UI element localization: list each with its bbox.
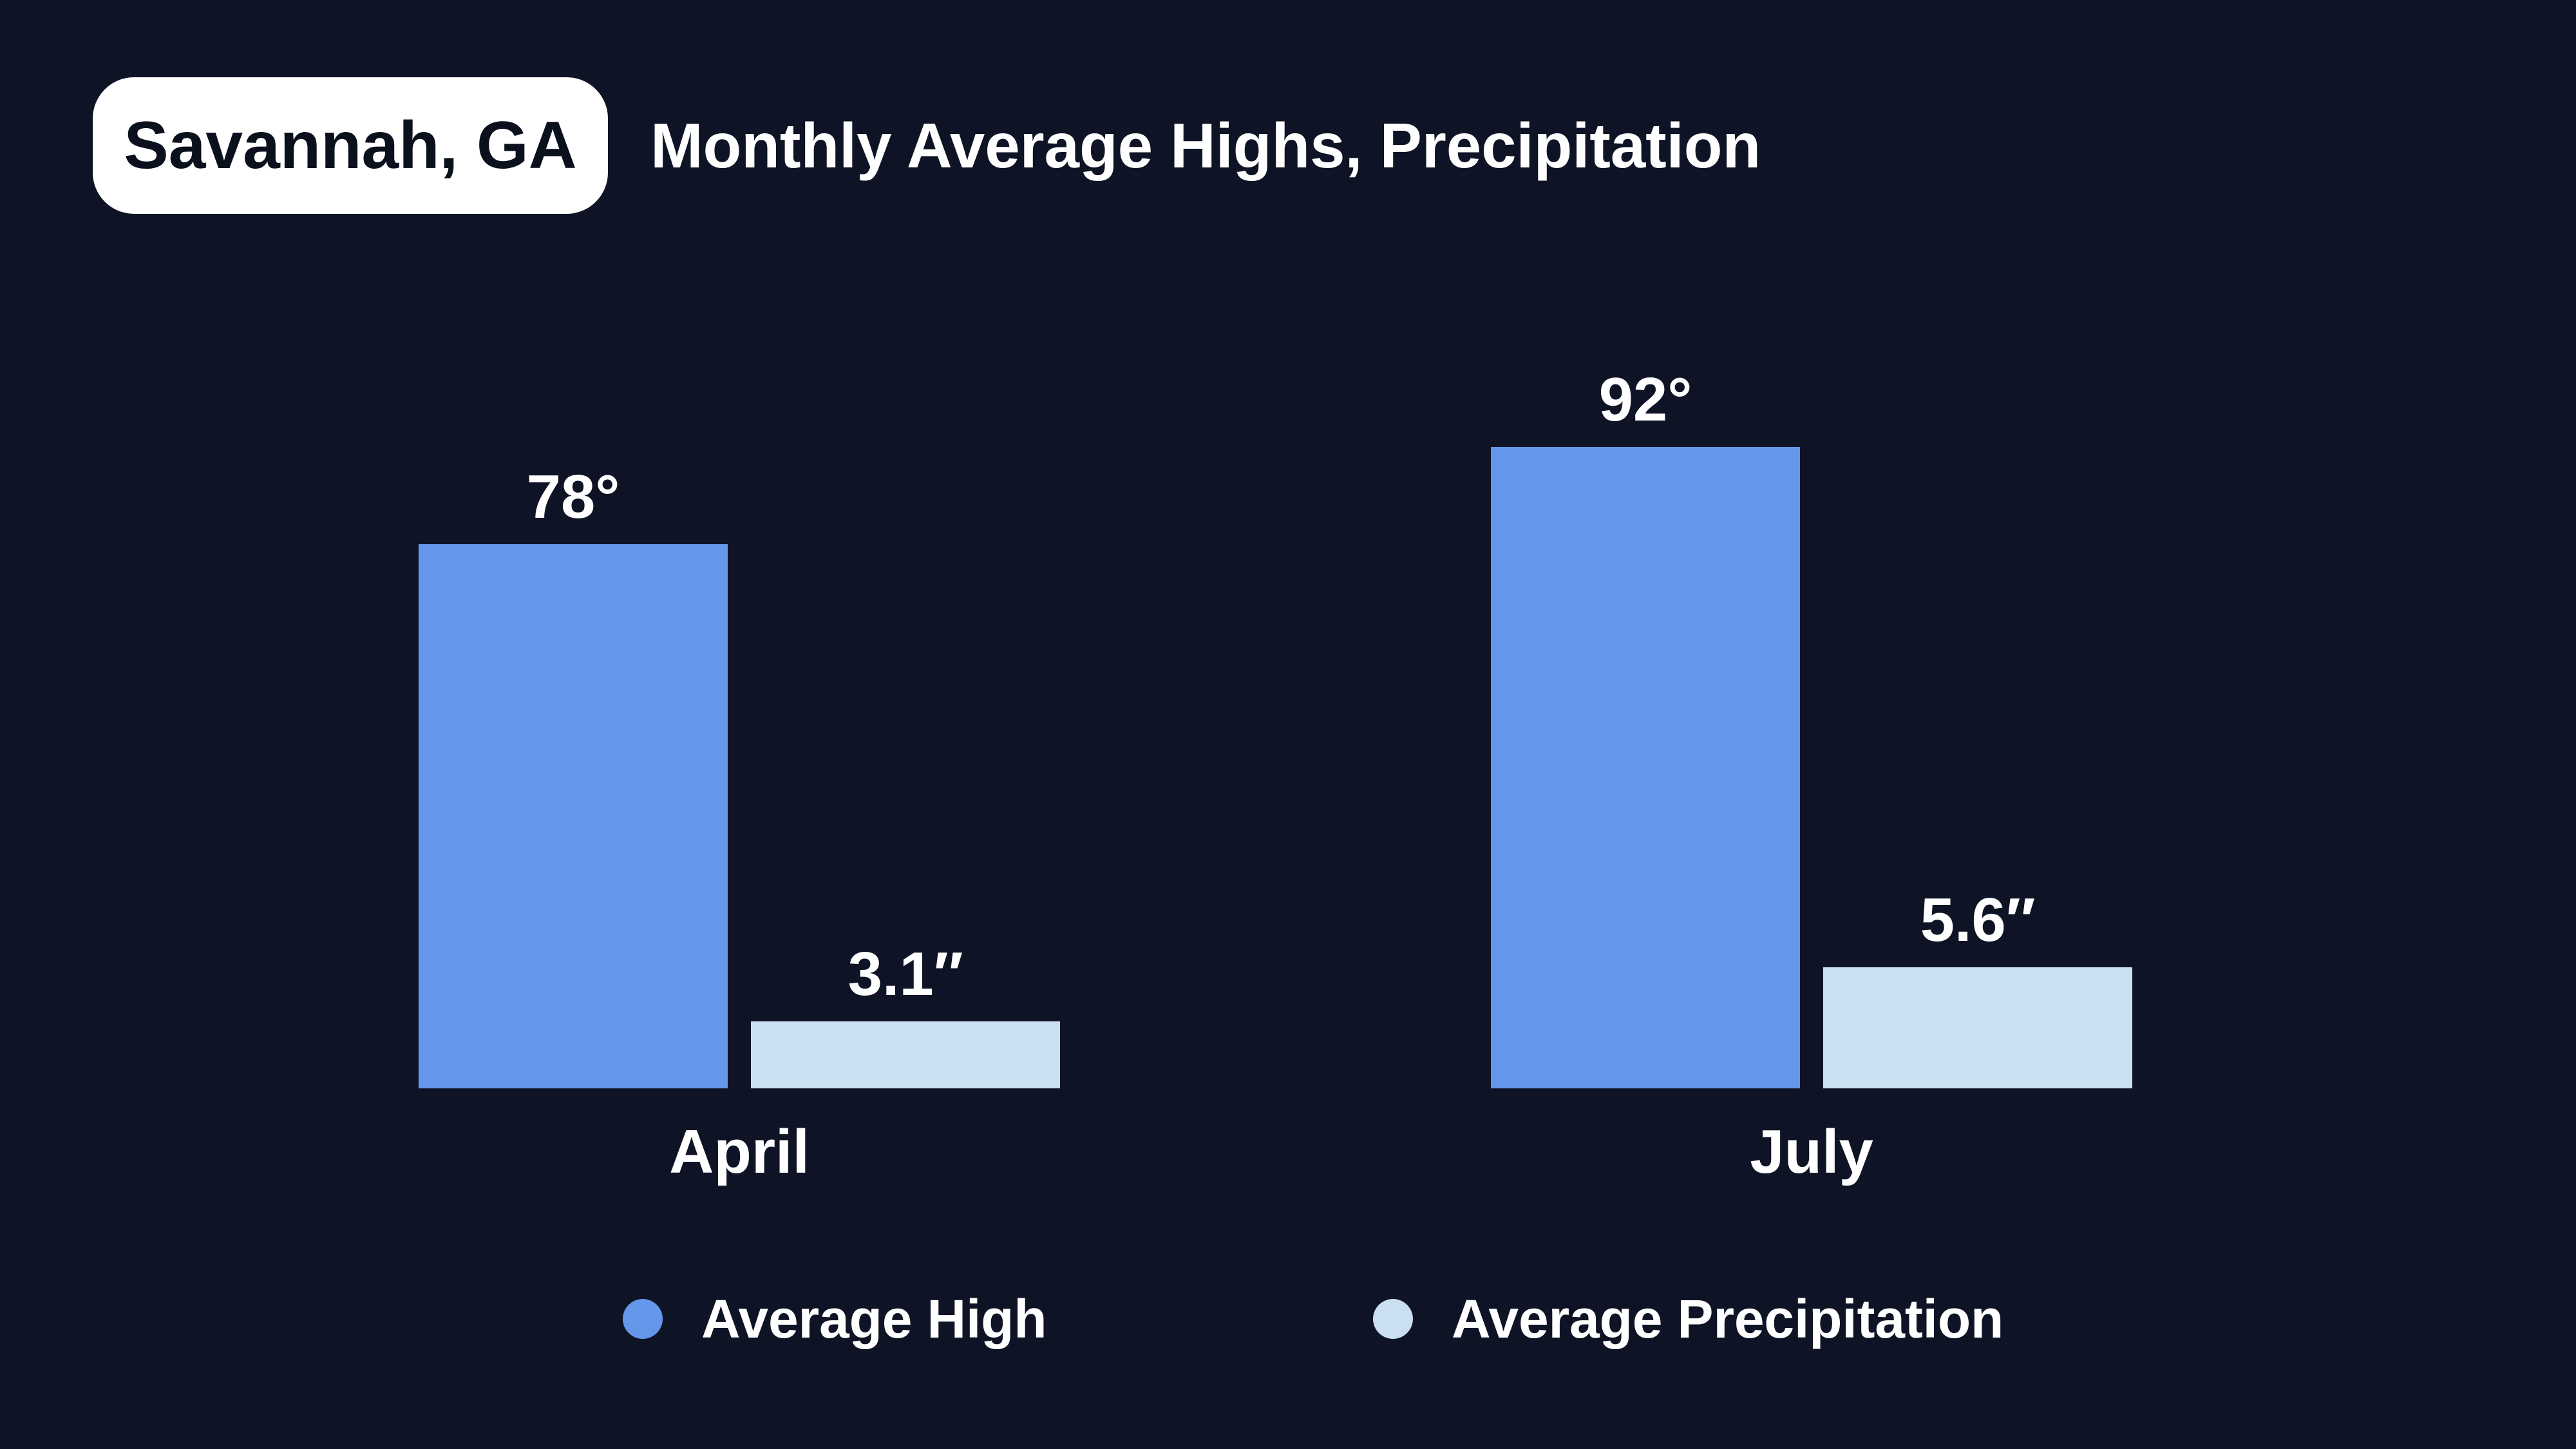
legend-label-average-high: Average High xyxy=(701,1288,1047,1349)
legend-dot-average-precipitation-icon xyxy=(1373,1299,1413,1339)
bar-col-april-precip: 3.1″ xyxy=(751,939,1060,1088)
legend-item-average-high: Average High xyxy=(623,1285,1047,1352)
value-label-july-high: 92° xyxy=(1598,365,1692,434)
location-badge-label: Savannah, GA xyxy=(124,108,577,183)
chart-title: Monthly Average Highs, Precipitation xyxy=(650,109,1761,181)
legend-item-average-precipitation: Average Precipitation xyxy=(1373,1285,2003,1352)
bar-group-july: 92° 5.6″ July xyxy=(1491,365,2132,1186)
legend-dot-average-high-icon xyxy=(623,1299,663,1339)
bar-col-july-precip: 5.6″ xyxy=(1823,885,2132,1088)
month-label-april: April xyxy=(669,1117,810,1186)
month-label-july: July xyxy=(1750,1117,1873,1186)
bar-july-precip xyxy=(1823,967,2132,1088)
bar-april-high xyxy=(419,544,728,1088)
bar-col-april-high: 78° xyxy=(419,462,728,1088)
value-label-july-precip: 5.6″ xyxy=(1920,886,2036,955)
bar-april-precip xyxy=(751,1021,1060,1088)
bar-july-high xyxy=(1491,446,1800,1088)
bar-col-july-high: 92° xyxy=(1491,365,1800,1088)
location-badge: Savannah, GA xyxy=(93,77,608,214)
value-label-april-high: 78° xyxy=(526,462,620,532)
value-label-april-precip: 3.1″ xyxy=(848,939,963,1009)
bar-group-april: 78° 3.1″ April xyxy=(419,462,1060,1186)
legend-label-average-precipitation: Average Precipitation xyxy=(1452,1288,2004,1349)
